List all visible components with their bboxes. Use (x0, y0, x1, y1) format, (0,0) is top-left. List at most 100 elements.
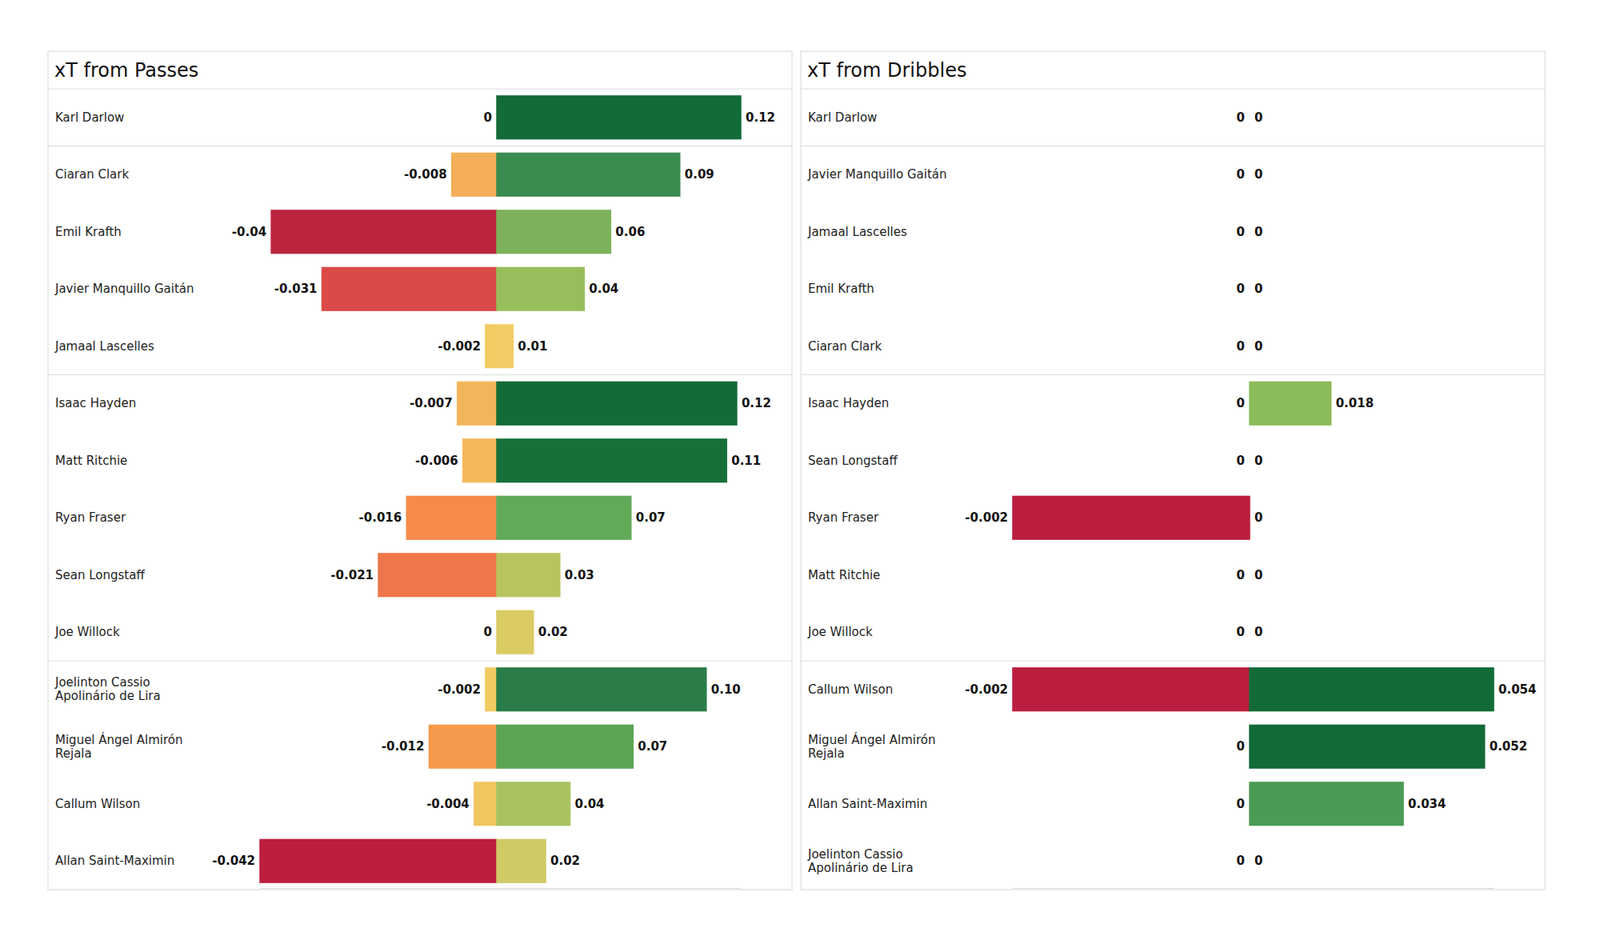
data-label: -0.04 (232, 224, 267, 240)
category-label: Ciaran Clark (55, 167, 129, 182)
category-label-line: Rejala (808, 746, 845, 761)
bar (1248, 152, 1251, 196)
category-label: Ryan Fraser (55, 510, 127, 525)
bar (496, 782, 571, 826)
data-label: 0.07 (637, 739, 668, 754)
data-label: 0 (1254, 224, 1263, 240)
category-label-line: Matt Ritchie (808, 568, 880, 583)
bar (496, 724, 633, 768)
bar (1248, 152, 1251, 196)
chart-canvas: xT from Passes Karl Darlow Ciaran Clark Emi… (0, 0, 1600, 940)
category-label-line: Apolinário de Lira (808, 860, 914, 876)
bar (428, 724, 497, 768)
data-label: 0.02 (550, 853, 580, 868)
bar (1248, 496, 1251, 540)
bar (1248, 839, 1251, 883)
category-label: Jamaal Lascelles (807, 224, 908, 240)
bar (496, 553, 560, 597)
data-label: 0 (1254, 510, 1263, 525)
category-label-line: Ciaran Clark (808, 339, 882, 354)
bar (1249, 381, 1332, 425)
category-label: Callum Wilson (808, 682, 893, 697)
group-separator (800, 660, 1545, 661)
data-label: -0.002 (964, 682, 1008, 697)
category-label-line: Isaac Hayden (55, 396, 136, 411)
data-label: -0.016 (359, 510, 403, 525)
bar (1249, 724, 1485, 768)
bar (1249, 782, 1404, 826)
data-label: 0 (1254, 853, 1263, 868)
category-label-line: Miguel Ángel Almirón (55, 732, 184, 748)
category-label: Karl Darlow (808, 110, 877, 125)
category-label: Javier Manquillo Gaitán (54, 281, 195, 296)
category-label-line: Ciaran Clark (55, 167, 129, 182)
category-label: Callum Wilson (55, 796, 140, 812)
data-label: 0.03 (564, 568, 595, 583)
category-label-line: Sean Longstaff (808, 453, 898, 468)
data-label: 0.018 (1336, 396, 1374, 411)
category-label: Sean Longstaff (808, 453, 898, 468)
data-label: -0.021 (330, 568, 374, 583)
header-rule (800, 88, 1545, 89)
bar (1248, 839, 1251, 883)
category-label-line: Allan Saint-Maximin (55, 853, 175, 868)
data-label: -0.031 (274, 281, 318, 296)
x-axis (1013, 888, 1495, 889)
category-label-line: Javier Manquillo Gaitán (54, 281, 195, 296)
category-label: Ryan Fraser (808, 510, 880, 525)
header-rule (48, 88, 792, 89)
panel: xT from PassesKarl DarlowCiaran ClarkEmi… (48, 51, 792, 890)
group-separator (800, 374, 1545, 376)
bar (1248, 210, 1251, 254)
data-labels: 0-0.008-0.04-0.031-0.002-0.007-0.006-0.0… (212, 110, 776, 869)
data-label: 0 (484, 110, 492, 125)
category-label: Miguel Ángel AlmirónRejala (55, 732, 184, 761)
chart-title: xT from Passes (54, 59, 199, 82)
category-label-line: Isaac Hayden (808, 396, 889, 411)
category-label-line: Emil Krafth (808, 281, 875, 296)
panel-frame (800, 51, 1545, 890)
category-label: Miguel Ángel AlmirónRejala (808, 732, 936, 761)
category-label-line: Jamaal Lascelles (807, 224, 908, 240)
category-label: Allan Saint-Maximin (55, 853, 175, 868)
data-label: -0.002 (964, 510, 1008, 525)
bar (406, 496, 497, 540)
bar (1248, 439, 1251, 483)
data-label: 0 (1236, 110, 1245, 125)
bar (1012, 668, 1250, 712)
data-label: 0 (1254, 281, 1263, 296)
category-label: Javier Manquillo Gaitán (807, 167, 948, 182)
data-label: 0 (1236, 796, 1245, 812)
category-label-line: Joe Willock (54, 624, 120, 640)
data-label: 0 (1254, 568, 1263, 583)
data-label: 0 (1236, 739, 1245, 754)
data-label: -0.012 (381, 739, 425, 754)
data-label: 0.01 (517, 339, 548, 354)
chart-title: xT from Dribbles (807, 59, 967, 82)
data-label: 0 (1254, 624, 1263, 640)
bar (1248, 96, 1251, 140)
bar (496, 210, 611, 254)
category-label-line: Ryan Fraser (55, 510, 127, 525)
bar (496, 381, 737, 425)
data-label: 0.04 (588, 281, 619, 296)
data-label: 0.054 (1498, 682, 1536, 697)
bar (1249, 668, 1494, 712)
category-label: Joe Willock (807, 624, 873, 640)
bar (1012, 496, 1250, 540)
category-label: Emil Krafth (808, 281, 875, 296)
bar (496, 610, 534, 654)
category-label: Joe Willock (54, 624, 120, 640)
group-separator (48, 145, 792, 147)
bar (1248, 210, 1251, 254)
bar (378, 553, 497, 597)
data-label: 0 (1236, 339, 1245, 354)
data-label: 0 (1254, 339, 1263, 354)
bar (496, 267, 584, 311)
data-label: -0.004 (426, 796, 470, 812)
category-label: Matt Ritchie (55, 453, 128, 468)
category-label-line: Javier Manquillo Gaitán (807, 167, 948, 182)
data-label: 0.02 (538, 624, 568, 640)
data-label: 0.10 (711, 682, 741, 697)
panel: xT from Dribbles Karl Darlow Javier Manqui… (800, 51, 1545, 890)
